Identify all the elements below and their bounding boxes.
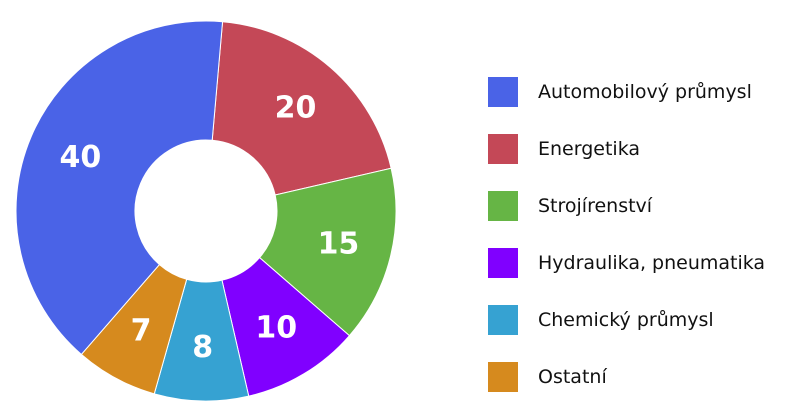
legend-swatch: [488, 304, 518, 335]
legend-item-strojirenstvi: Strojírenství: [488, 177, 798, 234]
legend-label: Hydraulika, pneumatika: [538, 251, 766, 274]
legend-label: Chemický průmysl: [538, 308, 714, 331]
legend-item-hydraulika-pneumatika: Hydraulika, pneumatika: [488, 234, 798, 291]
slice-energetika: [211, 21, 392, 196]
slice-value-label: 40: [59, 140, 101, 175]
legend-item-automobilovy-prumysl: Automobilový průmysl: [488, 63, 798, 120]
slice-value-label: 15: [318, 227, 360, 262]
legend-swatch: [488, 247, 518, 278]
slice-value-label: 8: [192, 330, 213, 365]
legend-swatch: [488, 190, 518, 221]
legend-label: Energetika: [538, 137, 641, 160]
slice-automobilovy-prumysl: [15, 20, 224, 356]
legend-label: Strojírenství: [538, 194, 653, 217]
slice-strojirenstvi: [258, 167, 397, 337]
legend-label: Ostatní: [538, 365, 607, 388]
legend-item-energetika: Energetika: [488, 120, 798, 177]
slice-value-label: 20: [275, 90, 317, 125]
slice-value-label: 7: [131, 314, 152, 349]
legend-item-ostatni: Ostatní: [488, 348, 798, 405]
legend-swatch: [488, 133, 518, 164]
labels-layer: 20 15 10 8 7 40: [59, 90, 359, 364]
legend-swatch: [488, 361, 518, 392]
slice-value-label: 10: [255, 311, 297, 346]
slices-layer: [15, 20, 397, 402]
legend-swatch: [488, 76, 518, 107]
legend-label: Automobilový průmysl: [538, 80, 752, 103]
donut-chart: 20 15 10 8 7 40: [15, 20, 397, 402]
legend: Automobilový průmysl Energetika Strojírens…: [488, 63, 798, 405]
legend-item-chemicky-prumysl: Chemický průmysl: [488, 291, 798, 348]
